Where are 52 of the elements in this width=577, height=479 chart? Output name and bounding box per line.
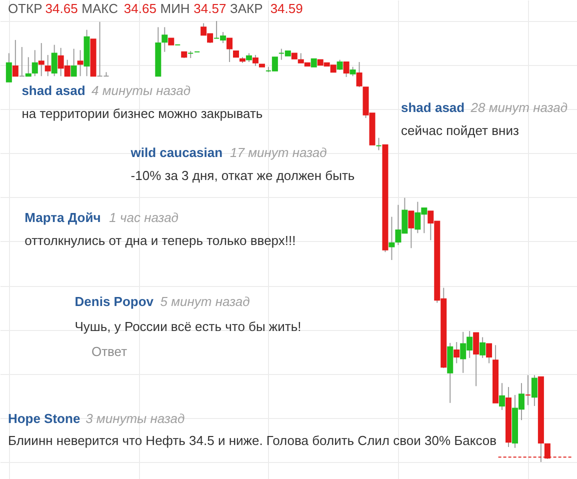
candlestick xyxy=(343,62,350,78)
text: 34.65 xyxy=(124,1,156,16)
text: ОТКР xyxy=(8,1,42,16)
candlestick xyxy=(388,216,395,261)
candlestick xyxy=(376,137,382,151)
candlestick xyxy=(252,54,258,66)
annotation: Блиинн неверится что Нефть 34.5 и ниже. Голова болить Слил свои 30% Баксов xyxy=(8,433,497,448)
annotation: 1 час назад xyxy=(109,210,178,225)
annotation: Марта Дойч xyxy=(24,210,101,225)
annotation: 3 минуты назад xyxy=(86,411,185,426)
candlestick xyxy=(162,26,168,52)
candlestick xyxy=(336,59,343,70)
annotation: Hope Stone xyxy=(8,411,80,426)
candlestick xyxy=(486,343,492,364)
annotation: 28 минут назад xyxy=(470,100,568,115)
candlestick xyxy=(77,50,84,77)
candlestick xyxy=(356,62,362,88)
candlestick xyxy=(454,342,460,364)
annotation: Ответ xyxy=(91,344,128,359)
annotation: 4 минуты назад xyxy=(91,83,191,98)
text: 34.65 xyxy=(45,1,78,16)
annotation: wild caucasian xyxy=(130,145,223,160)
annotation: на территории бизнес можно закрывать xyxy=(22,106,263,121)
annotation: Denis Popov xyxy=(74,294,154,309)
text: 34.57 xyxy=(194,1,226,16)
annotation: сейчас пойдет вниз xyxy=(401,123,519,138)
candlestick xyxy=(70,48,77,77)
annotation: Чушь, у России всё есть что бы жить! xyxy=(74,319,302,334)
text: МИН xyxy=(160,1,190,16)
annotation: shad asad xyxy=(401,100,465,115)
annotation: оттолкнулись от дна и теперь только вверх!!! xyxy=(24,233,296,248)
candlestick xyxy=(524,374,531,406)
candlestick xyxy=(44,54,51,77)
annotation: 5 минут назад xyxy=(160,294,250,309)
annotation: 17 минут назад xyxy=(230,145,327,160)
candlestick xyxy=(480,336,486,358)
candlestick xyxy=(38,42,44,77)
candlestick xyxy=(32,50,38,77)
candlestick xyxy=(350,66,356,77)
text: ЗАКР xyxy=(230,1,263,16)
text: 34.59 xyxy=(270,1,303,16)
candlestick xyxy=(499,382,506,410)
candlestick xyxy=(226,38,233,63)
candlestick xyxy=(531,374,538,406)
candlestick xyxy=(18,46,25,77)
annotation: shad asad xyxy=(22,83,86,98)
text: МАКС xyxy=(82,1,118,16)
candlestick xyxy=(6,52,12,82)
candlestick xyxy=(473,332,480,387)
annotation: -10% за 3 дня, откат же должен быть xyxy=(130,168,355,183)
candlestick xyxy=(51,44,58,77)
candlestick xyxy=(408,210,414,249)
